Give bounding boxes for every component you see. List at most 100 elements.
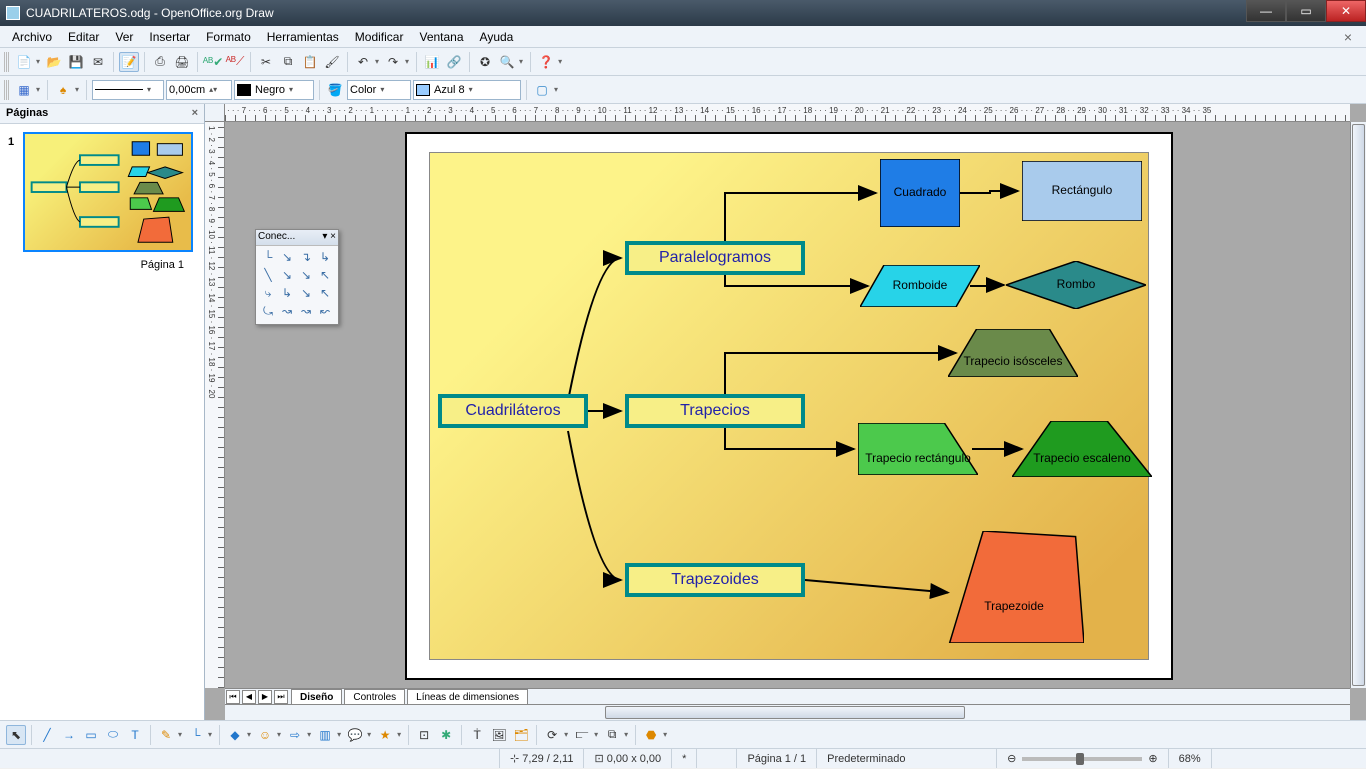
connector-toolbar[interactable]: Conec... ▾ × └↘↴↳ ╲↘↘↖ ⤷↳↘↖ ⤿↝↝↜ — [255, 229, 339, 325]
node-paralel[interactable]: Paralelogramos — [625, 241, 805, 275]
fontwork[interactable]: Ṫ — [467, 725, 487, 745]
edit-button[interactable]: 📝 — [119, 52, 139, 72]
conn-icon[interactable]: ↝ — [279, 304, 295, 320]
conn-icon[interactable]: └ — [260, 250, 276, 266]
select-tool[interactable]: ⬉ — [6, 725, 26, 745]
toolbar2-overflow[interactable]: ▾ — [554, 85, 560, 94]
tab-design[interactable]: Diseño — [291, 689, 342, 704]
zoom-in-icon[interactable]: ⊕ — [1148, 749, 1157, 769]
tab-last[interactable]: ⏭ — [274, 690, 288, 704]
conn-icon[interactable]: ↴ — [298, 250, 314, 266]
connector-menu[interactable]: ▾ — [322, 231, 327, 242]
open-button[interactable]: 📂 — [44, 52, 64, 72]
new-dropdown[interactable]: ▾ — [36, 57, 42, 66]
conn-icon[interactable]: ↘ — [298, 286, 314, 302]
align[interactable]: ⫍ — [572, 725, 592, 745]
conn-icon[interactable]: ↝ — [298, 304, 314, 320]
print-button[interactable]: 🖨 — [172, 52, 192, 72]
menu-archivo[interactable]: Archivo — [4, 28, 60, 46]
curve-dropdown[interactable]: ▾ — [178, 730, 184, 739]
paste-button[interactable]: 📋 — [300, 52, 320, 72]
pages-panel-close[interactable]: × — [192, 107, 198, 120]
tab-dimensions[interactable]: Líneas de dimensiones — [407, 689, 528, 704]
conn-icon[interactable]: ↳ — [317, 250, 333, 266]
close-document-button[interactable]: × — [1336, 27, 1360, 47]
shadow-button[interactable]: ▢ — [532, 80, 552, 100]
close-button[interactable]: ✕ — [1326, 0, 1366, 22]
callouts-dropdown[interactable]: ▾ — [367, 730, 373, 739]
shape-isosceles[interactable]: Trapecio isósceles — [948, 329, 1078, 377]
tab-controls[interactable]: Controles — [344, 689, 405, 704]
text-tool[interactable]: T — [125, 725, 145, 745]
drawbar-overflow[interactable]: ▾ — [663, 730, 669, 739]
menu-herramientas[interactable]: Herramientas — [259, 28, 347, 46]
arrange-button[interactable]: ▦ — [14, 80, 34, 100]
shape-rectangulo[interactable]: Rectángulo — [1022, 161, 1142, 221]
arrange2-dropdown[interactable]: ▾ — [624, 730, 630, 739]
cut-button[interactable]: ✂ — [256, 52, 276, 72]
autospell-button[interactable]: ᴬᴮ⟋ — [225, 52, 245, 72]
extrusion[interactable]: ⬣ — [641, 725, 661, 745]
node-trapecios[interactable]: Trapecios — [625, 394, 805, 428]
new-button[interactable]: 📄 — [14, 52, 34, 72]
points-edit[interactable]: ⊡ — [414, 725, 434, 745]
navigator-button[interactable]: ✪ — [475, 52, 495, 72]
menu-insertar[interactable]: Insertar — [141, 28, 198, 46]
zoom-slider[interactable] — [1022, 757, 1142, 761]
curve-tool[interactable]: ✎ — [156, 725, 176, 745]
copy-button[interactable]: ⧉ — [278, 52, 298, 72]
maximize-button[interactable]: ▭ — [1286, 0, 1326, 22]
zoom-dropdown[interactable]: ▾ — [519, 57, 525, 66]
redo-dropdown[interactable]: ▾ — [405, 57, 411, 66]
page-canvas[interactable]: CuadriláterosParalelogramosTrapeciosTrap… — [405, 132, 1173, 680]
menu-ventana[interactable]: Ventana — [411, 28, 471, 46]
arrange-dropdown[interactable]: ▾ — [36, 85, 42, 94]
from-file[interactable]: 🖼 — [489, 725, 509, 745]
status-style[interactable]: Predeterminado — [817, 749, 997, 768]
conn-icon[interactable]: ↖ — [317, 286, 333, 302]
rect-tool[interactable]: ▭ — [81, 725, 101, 745]
shape-romboide[interactable]: Romboide — [860, 265, 980, 307]
undo-button[interactable]: ↶ — [353, 52, 373, 72]
shape-trapezoide[interactable]: Trapezoide — [944, 531, 1084, 643]
connector-close[interactable]: × — [330, 231, 336, 242]
tab-first[interactable]: ⏮ — [226, 690, 240, 704]
email-button[interactable]: ✉ — [88, 52, 108, 72]
conn-icon[interactable]: ╲ — [260, 268, 276, 284]
zoom-out-icon[interactable]: ⊖ — [1007, 749, 1016, 769]
conn-icon[interactable]: ↜ — [317, 304, 333, 320]
menu-ver[interactable]: Ver — [107, 28, 141, 46]
glue-points[interactable]: ✱ — [436, 725, 456, 745]
rotate-dropdown[interactable]: ▾ — [564, 730, 570, 739]
line-tool[interactable]: ╱ — [37, 725, 57, 745]
horizontal-scrollbar[interactable] — [225, 704, 1350, 720]
shape-escaleno[interactable]: Trapecio escaleno — [1012, 421, 1152, 477]
connector-dropdown[interactable]: ▾ — [208, 730, 214, 739]
connector-tool[interactable]: └ — [186, 725, 206, 745]
spellcheck-button[interactable]: ᴬᴮ✔ — [203, 52, 223, 72]
page-thumbnail[interactable] — [23, 132, 193, 252]
fill-color-select[interactable]: Azul 8▾ — [413, 80, 521, 100]
node-trapezoides[interactable]: Trapezoides — [625, 563, 805, 597]
conn-icon[interactable]: ⤷ — [260, 286, 276, 302]
conn-icon[interactable]: ⤿ — [260, 304, 276, 320]
shape-cuadrado[interactable]: Cuadrado — [880, 159, 960, 227]
gallery[interactable]: 🗂 — [511, 725, 531, 745]
zoom-button[interactable]: 🔍 — [497, 52, 517, 72]
format-paint-button[interactable]: 🖌 — [322, 52, 342, 72]
toolbar-overflow[interactable]: ▾ — [558, 57, 564, 66]
canvas-area[interactable]: · · · 7 · · · 6 · · · 5 · · · 4 · · · 3 … — [205, 104, 1366, 720]
conn-icon[interactable]: ↘ — [298, 268, 314, 284]
zoom-value[interactable]: 68% — [1169, 749, 1212, 768]
zoom-control[interactable]: ⊖ ⊕ — [997, 749, 1168, 768]
fill-mode-select[interactable]: Color▾ — [347, 80, 411, 100]
line-color-select[interactable]: Negro▾ — [234, 80, 314, 100]
menu-modificar[interactable]: Modificar — [347, 28, 412, 46]
save-button[interactable]: 💾 — [66, 52, 86, 72]
redo-button[interactable]: ↷ — [383, 52, 403, 72]
minimize-button[interactable]: — — [1246, 0, 1286, 22]
export-pdf-button[interactable]: ⎙ — [150, 52, 170, 72]
tab-next[interactable]: ▶ — [258, 690, 272, 704]
basic-shapes[interactable]: ◆ — [225, 725, 245, 745]
line-width-select[interactable]: 0,00cm▴▾ — [166, 80, 232, 100]
